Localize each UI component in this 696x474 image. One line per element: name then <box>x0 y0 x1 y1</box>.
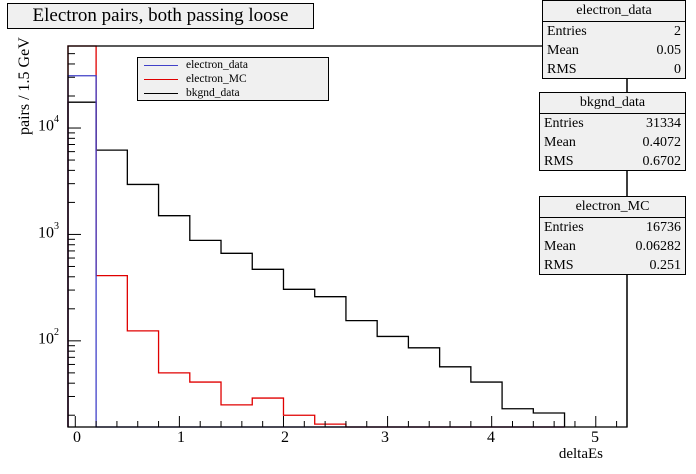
bin-electron-MC-6 <box>252 398 283 427</box>
y-tick-base: 10 <box>38 117 54 135</box>
stats-row: RMS 0 <box>543 60 685 79</box>
y-tick-base: 10 <box>38 224 54 242</box>
x-tick-label-4: 4 <box>487 429 495 446</box>
y-tick-label-100: 102 <box>38 327 59 348</box>
stats-value: 0.4072 <box>642 135 682 150</box>
stats-title: electron_MC <box>540 197 685 218</box>
stats-key: RMS <box>544 258 574 273</box>
stats-box-bkgnd-data: bkgnd_data Entries 31334 Mean 0.4072 RMS 0.… <box>539 92 686 171</box>
stats-value: 0.05 <box>656 43 682 58</box>
stats-key: RMS <box>544 154 574 169</box>
stats-row: Mean 0.4072 <box>540 133 685 152</box>
x-tick-label-1: 1 <box>177 429 185 446</box>
bin-bkgnd-data-15 <box>533 413 564 427</box>
bin-bkgnd-data-7 <box>283 289 314 427</box>
stats-key: RMS <box>547 62 577 77</box>
x-tick-label-2: 2 <box>281 429 289 446</box>
legend-item-electron-mc: electron_MC <box>138 73 328 86</box>
stats-key: Entries <box>547 24 587 39</box>
legend-label: bkgnd_data <box>186 87 240 99</box>
bin-electron-MC-3 <box>159 373 190 427</box>
stats-box-electron-data: electron_data Entries 2 Mean 0.05 RMS 0 <box>542 0 686 79</box>
stats-row: RMS 0.6702 <box>540 152 685 171</box>
stats-row: Mean 0.05 <box>543 41 685 60</box>
bin-electron-MC-4 <box>190 382 221 427</box>
series-bkgnd-data <box>67 101 566 427</box>
x-tick-label-3: 3 <box>381 429 389 446</box>
bin-bkgnd-data-9 <box>346 321 377 427</box>
bin-bkgnd-data-11 <box>408 348 439 427</box>
stats-key: Entries <box>544 116 584 131</box>
chart-title: Electron pairs, both passing loose <box>7 3 314 29</box>
stats-value: 0.06282 <box>635 239 682 254</box>
stats-value: 0.251 <box>649 258 682 273</box>
series-layer <box>67 45 566 428</box>
bin-electron-MC-5 <box>221 405 252 427</box>
bin-bkgnd-data-13 <box>471 382 502 427</box>
legend-label: electron_data <box>186 59 248 71</box>
legend-swatch <box>144 93 178 94</box>
stats-row: Entries 16736 <box>540 218 685 237</box>
y-tick-exponent: 3 <box>54 221 59 232</box>
stats-row: Entries 2 <box>543 22 685 41</box>
stats-key: Entries <box>544 220 584 235</box>
series-line-bkgnd-data <box>67 101 566 427</box>
stats-key: Mean <box>544 239 576 254</box>
bin-electron-MC-7 <box>283 415 314 427</box>
legend-item-bkgnd-data: bkgnd_data <box>138 87 328 100</box>
stats-value: 31334 <box>646 116 681 131</box>
stats-row: RMS 0.251 <box>540 256 685 275</box>
bin-bkgnd-data-12 <box>440 367 471 427</box>
stats-title: bkgnd_data <box>540 93 685 114</box>
y-tick-base: 10 <box>38 330 54 348</box>
y-axis-title: pairs / 1.5 GeV <box>16 37 33 135</box>
stats-box-electron-mc: electron_MC Entries 16736 Mean 0.06282 RMS… <box>539 196 686 275</box>
y-tick-exponent: 4 <box>54 114 59 125</box>
bin-bkgnd-data-8 <box>315 297 346 427</box>
x-axis-title: deltaEs <box>558 446 603 462</box>
bin-bkgnd-data-5 <box>221 253 252 427</box>
x-tick-label-5: 5 <box>591 429 599 446</box>
legend-item-electron-data: electron_data <box>138 59 328 72</box>
stats-key: Mean <box>544 135 576 150</box>
bin-bkgnd-data-14 <box>502 409 533 427</box>
stats-title: electron_data <box>543 1 685 22</box>
legend-label: electron_MC <box>186 73 247 85</box>
stats-value: 16736 <box>646 220 681 235</box>
bin-electron-MC-1 <box>96 276 127 427</box>
stats-value: 0.6702 <box>642 154 682 169</box>
stats-key: Mean <box>547 43 579 58</box>
y-tick-label-1000: 103 <box>38 221 59 242</box>
bin-bkgnd-data-10 <box>377 336 408 427</box>
legend-swatch <box>144 65 178 66</box>
y-tick-exponent: 2 <box>54 327 59 338</box>
legend: electron_data electron_MC bkgnd_data <box>137 57 329 101</box>
stats-value: 0 <box>674 62 681 77</box>
x-tick-label-0: 0 <box>73 429 81 446</box>
stats-value: 2 <box>674 24 681 39</box>
stats-row: Entries 31334 <box>540 114 685 133</box>
legend-swatch <box>144 79 178 80</box>
bin-electron-MC-2 <box>127 331 158 427</box>
stats-row: Mean 0.06282 <box>540 237 685 256</box>
y-tick-label-10000: 104 <box>38 114 59 135</box>
